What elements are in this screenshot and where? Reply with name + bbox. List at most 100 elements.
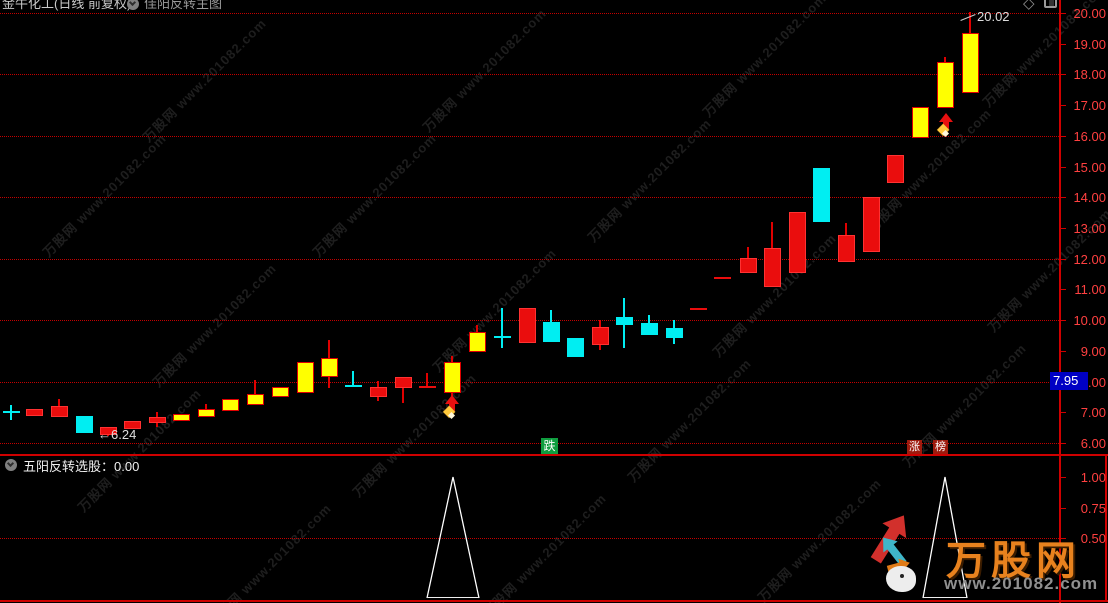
gridline [0,443,1059,444]
current-price-tag: 7.95 [1050,372,1088,390]
axis-tick [1060,538,1066,539]
logo-brand-text: 万股网 [946,539,1081,583]
price-high-label: 20.02 [977,9,1010,24]
signal-baseline [923,597,967,598]
axis-tick [1060,320,1066,322]
candle [543,321,560,342]
candle [272,387,289,397]
candle [76,415,93,433]
candle [519,307,536,343]
candle [494,336,511,339]
axis-tick [1060,197,1066,199]
y-axis-label: 0.75 [1080,501,1106,516]
candle [616,317,633,326]
up-arrow-icon [445,395,459,404]
axis-tick [1060,166,1066,168]
candle [370,387,387,397]
y-axis-label: 14.00 [1073,190,1106,206]
candle [567,337,584,357]
price-low-label: ←6.24 [98,427,137,442]
chevron-down-icon [6,459,15,468]
axis-tick [1060,13,1066,14]
axis-tick [1060,477,1066,478]
y-axis-label: 11.00 [1074,282,1106,298]
candle [100,427,117,435]
gridline [0,13,1059,14]
chevron-down-icon [128,0,137,7]
restore-window-icon[interactable] [1044,0,1057,8]
logo-url-text: www.201082.com [944,574,1099,593]
y-axis-label: 9.00 [1080,343,1106,359]
candle [962,32,979,93]
candle [124,420,141,429]
y-axis-label: 19.00 [1073,36,1106,52]
y-axis-label: 7.00 [1080,405,1106,421]
axis-tick [1060,135,1066,137]
y-axis-label: 20.00 [1073,6,1106,21]
candle [641,322,658,335]
candle [247,393,264,405]
diamond-icon[interactable]: ◇ [1023,0,1035,12]
collapse-sub-chart-icon[interactable] [5,459,17,471]
y-axis-label: 6.00 [1080,436,1106,451]
gridline [0,135,1059,137]
axis-tick [1060,412,1066,414]
watermark-text: 万股网 www.201082.com [139,15,270,145]
buy-signal-marker: ◆ [937,113,955,147]
watermark-text: 万股网 www.201082.com [309,130,440,260]
candle [345,384,362,387]
gridline [0,197,1059,199]
gridline [0,538,1059,539]
candle [198,408,215,417]
watermark-text: 万股网 www.201082.com [419,5,550,135]
candle [26,408,43,416]
right-border [1105,455,1107,601]
y-axis-label: 1.00 [1080,470,1106,485]
axis-tick [1060,105,1066,107]
candle-wick [402,376,404,404]
candle [666,327,683,338]
candle-wick [501,307,503,349]
candle [3,410,20,413]
y-axis-label: 17.00 [1073,98,1106,114]
candle [912,106,929,138]
price-axis-line [1059,0,1061,603]
axis-tick [1060,289,1066,291]
buy-signal-marker: ◆ [443,395,461,429]
candle [690,308,707,311]
axis-tick [1060,350,1066,352]
rank-tag[interactable]: 榜 [933,440,948,454]
bottom-border [0,600,1108,602]
watermark-text: 万股网 www.201082.com [429,245,560,375]
candle [419,386,436,389]
gridline [0,381,1059,383]
collapse-main-chart-icon[interactable] [127,0,139,10]
candle [813,168,830,222]
sub-indicator-name: 五阳反转选股：0.00 [23,459,140,474]
watermark-text: 万股网 www.201082.com [624,355,755,485]
watermark-text: 万股网 www.201082.com [39,130,170,260]
candle [395,376,412,388]
watermark-text: 万股网 www.201082.com [74,385,205,515]
up-arrow-icon [939,113,953,122]
candle [838,235,855,263]
axis-tick [1060,258,1066,260]
axis-tick [1060,43,1066,45]
axis-tick [1060,443,1066,444]
y-axis-label: 10.00 [1073,313,1106,329]
candle [149,416,166,424]
fall-tag[interactable]: 跌 [541,438,558,454]
rank-tag[interactable]: 涨 [907,440,922,454]
candle-wick [426,372,428,388]
y-axis-label: 15.00 [1073,159,1106,175]
watermark-text: 万股网 www.201082.com [479,490,610,603]
candle [714,277,731,280]
watermark-text: 万股网 www.201082.com [584,115,715,245]
signal-spike [426,476,480,599]
gridline [0,74,1059,76]
axis-tick [1060,228,1066,229]
candle [444,361,461,393]
y-axis-label: 12.00 [1073,251,1106,267]
candle [222,399,239,412]
candle [321,357,338,377]
